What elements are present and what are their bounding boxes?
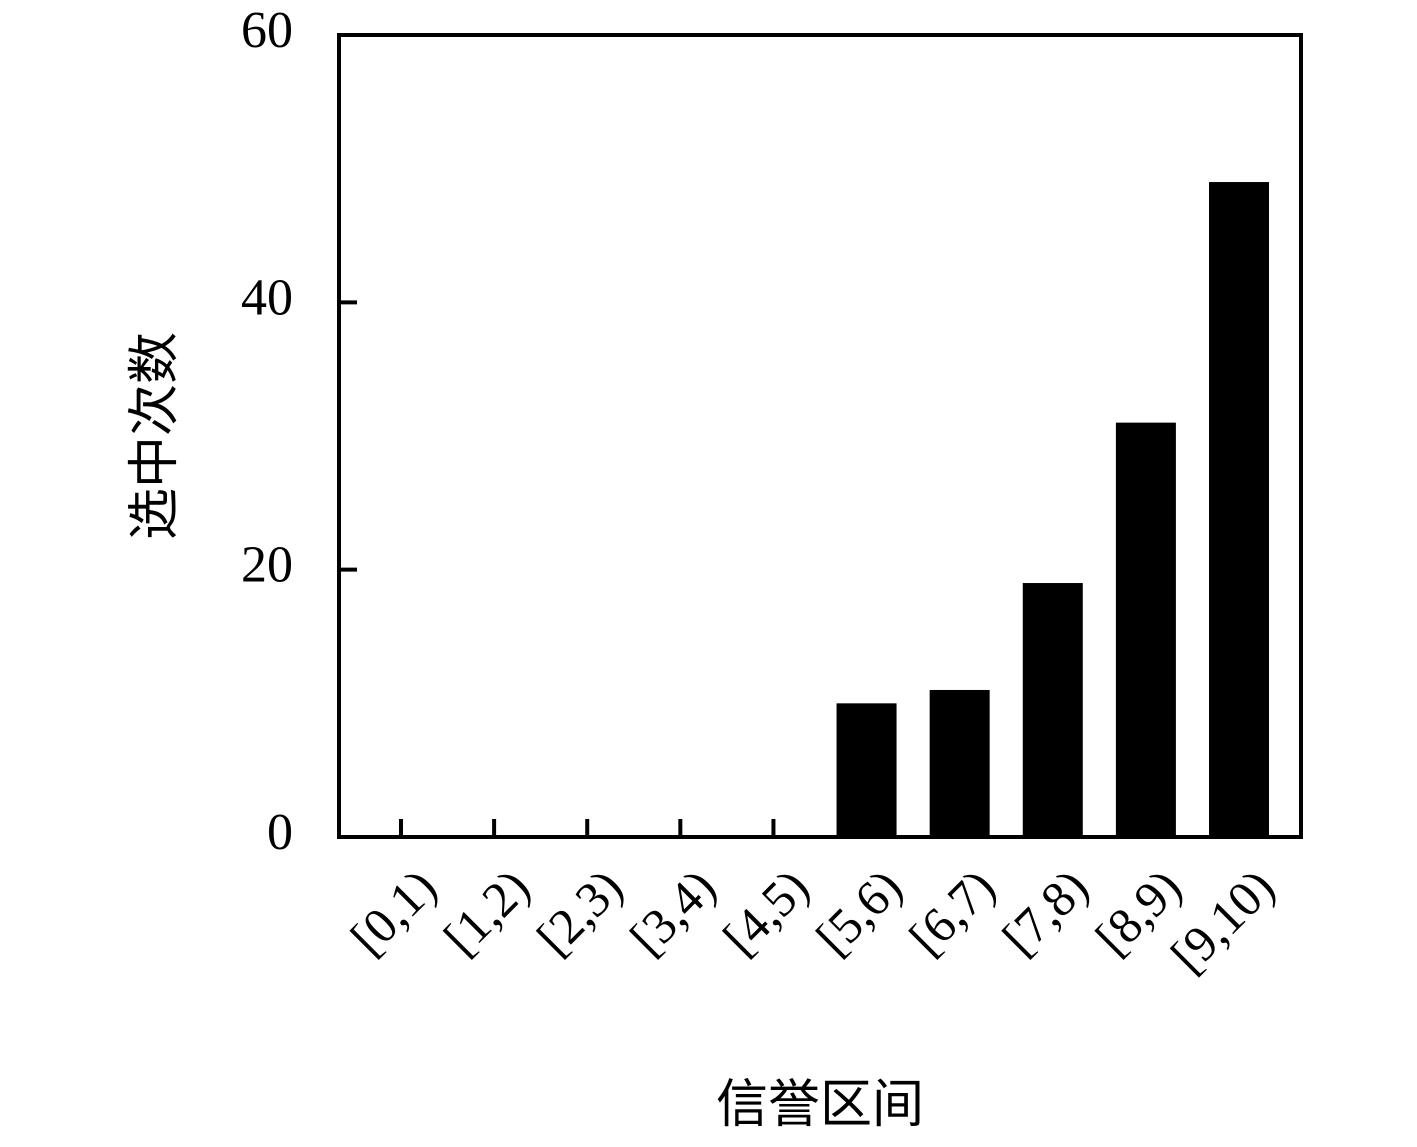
x-tick-label: [4,5) [712,858,819,965]
x-tick-label: [7,8) [991,858,1098,965]
x-tick-label: [1,2) [433,858,540,965]
x-tick-label: [6,7) [898,858,1005,965]
bar [836,703,897,837]
bar [1115,422,1176,837]
x-axis-label: 信誉区间 [716,1077,924,1134]
y-tick-label: 20 [241,537,293,594]
x-tick-label: [3,4) [619,858,726,965]
y-tick-label: 40 [241,269,293,326]
x-tick-label: [0,1) [340,858,447,965]
x-tick-label: [9,10) [1160,858,1285,983]
bar [1022,583,1083,837]
y-axis-label: 选中次数 [127,332,184,540]
y-tick-label: 0 [267,804,293,861]
bar [929,689,990,837]
x-tick-label: [5,6) [805,858,912,965]
bar [1209,182,1269,838]
y-tick-label: 60 [241,2,293,59]
plot-frame [337,33,1303,839]
x-tick-label: [2,3) [526,858,633,965]
